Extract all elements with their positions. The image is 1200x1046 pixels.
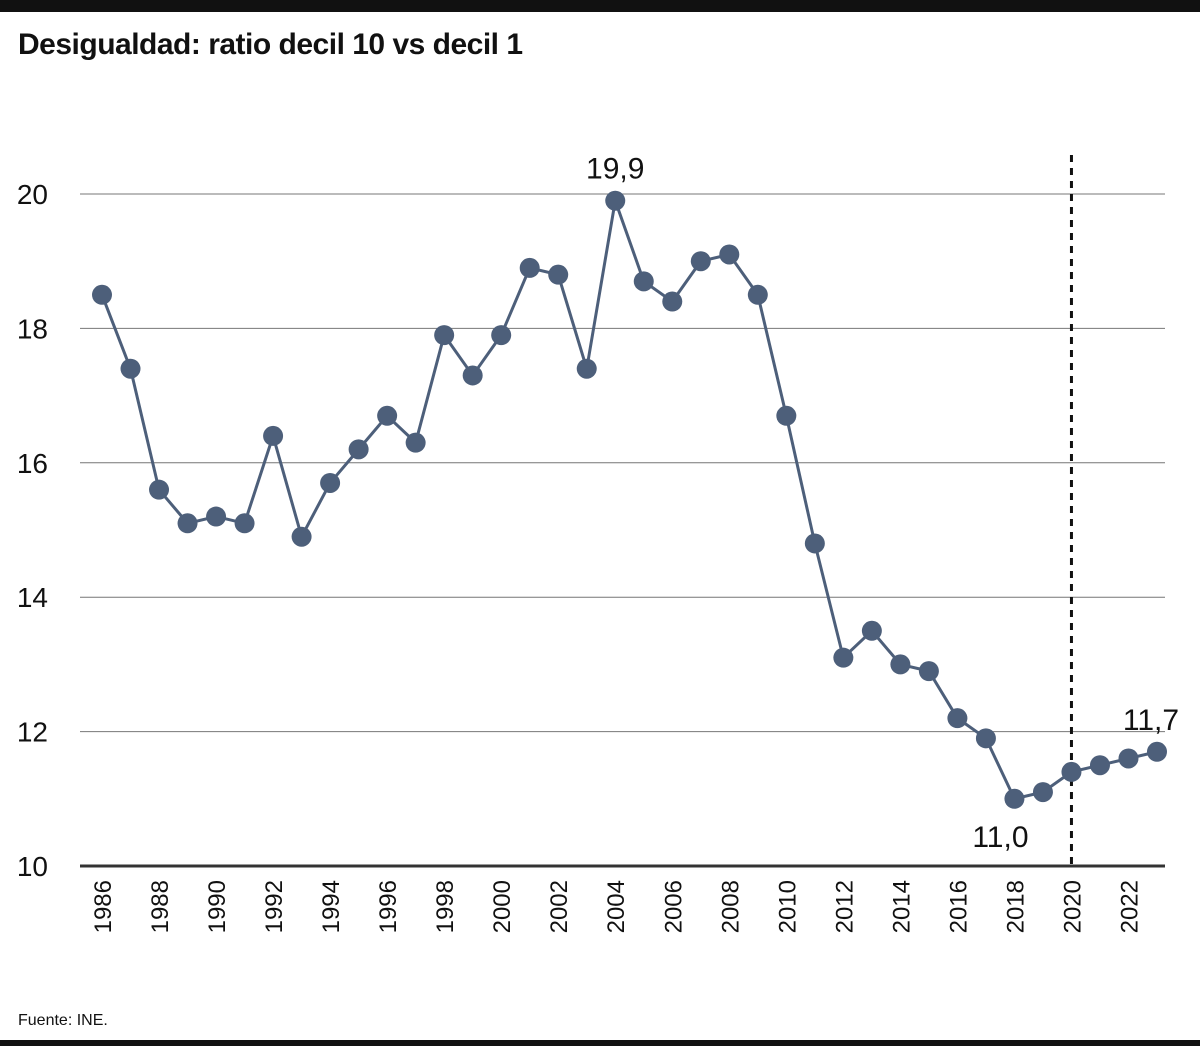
x-tick-label: 1996 (375, 880, 402, 933)
data-point-2018 (1004, 788, 1025, 809)
data-point-1999 (462, 365, 483, 386)
data-point-2002 (548, 264, 569, 285)
data-point-1995 (348, 439, 369, 460)
data-point-2008 (719, 244, 740, 265)
x-tick-label: 2004 (603, 880, 630, 933)
data-point-2011 (804, 533, 825, 554)
data-point-2021 (1089, 755, 1110, 776)
x-tick-label: 1990 (204, 880, 231, 933)
data-point-1993 (291, 526, 312, 547)
x-tick-label: 2008 (717, 880, 744, 933)
y-tick-label: 12 (17, 717, 48, 748)
x-tick-label: 2020 (1059, 880, 1086, 933)
data-point-1990 (206, 506, 227, 527)
data-point-1996 (377, 405, 398, 426)
x-tick-label: 2022 (1116, 880, 1143, 933)
data-point-2007 (690, 251, 711, 272)
x-tick-label: 1992 (261, 880, 288, 933)
data-label-2004: 19,9 (586, 153, 644, 186)
x-tick-label: 2012 (831, 880, 858, 933)
data-point-2017 (975, 728, 996, 749)
x-tick-label: 2010 (774, 880, 801, 933)
x-tick-label: 2014 (888, 880, 915, 933)
data-point-2003 (576, 358, 597, 379)
source-note: Fuente: INE. (18, 1012, 108, 1029)
y-tick-label: 16 (17, 448, 48, 479)
data-point-1991 (234, 513, 255, 534)
data-point-2023 (1147, 741, 1167, 762)
data-label-2018: 11,0 (972, 821, 1028, 854)
data-point-2001 (519, 257, 540, 278)
x-tick-label: 2002 (546, 880, 573, 933)
data-point-1988 (149, 479, 170, 500)
data-point-2016 (947, 708, 968, 729)
x-tick-label: 1988 (147, 880, 174, 933)
x-tick-label: 1986 (90, 880, 117, 933)
data-point-2019 (1032, 782, 1053, 803)
data-point-2009 (747, 284, 768, 305)
chart-title: Desigualdad: ratio decil 10 vs decil 1 (18, 28, 523, 61)
data-point-2013 (861, 620, 882, 641)
data-point-2014 (890, 654, 911, 675)
data-point-2005 (633, 271, 654, 292)
series-line (100, 194, 1158, 801)
bottom-bar (0, 1040, 1200, 1046)
data-point-1987 (120, 358, 141, 379)
data-point-1989 (177, 513, 198, 534)
data-label-2023: 11,7 (1123, 704, 1179, 737)
data-point-2015 (918, 661, 939, 682)
data-point-2006 (662, 291, 683, 312)
x-tick-label: 2000 (489, 880, 516, 933)
data-point-1998 (434, 325, 455, 346)
x-tick-label: 2018 (1002, 880, 1029, 933)
x-tick-label: 2016 (945, 880, 972, 933)
x-tick-label: 2006 (660, 880, 687, 933)
data-point-1992 (263, 425, 284, 446)
y-tick-label: 20 (17, 179, 48, 210)
data-point-2022 (1118, 748, 1139, 769)
data-point-2010 (776, 405, 797, 426)
data-point-2020 (1061, 761, 1082, 782)
x-tick-label: 1998 (432, 880, 459, 933)
data-point-1994 (320, 472, 341, 493)
data-point-2012 (833, 647, 854, 668)
x-tick-label: 1994 (318, 880, 345, 933)
data-point-2004 (605, 190, 626, 211)
y-tick-label: 10 (17, 851, 48, 882)
y-tick-label: 18 (17, 313, 48, 344)
data-point-1986 (92, 284, 112, 305)
y-tick-label: 14 (17, 582, 48, 613)
data-point-1997 (405, 432, 426, 453)
data-point-2000 (491, 325, 512, 346)
top-bar (0, 0, 1200, 12)
